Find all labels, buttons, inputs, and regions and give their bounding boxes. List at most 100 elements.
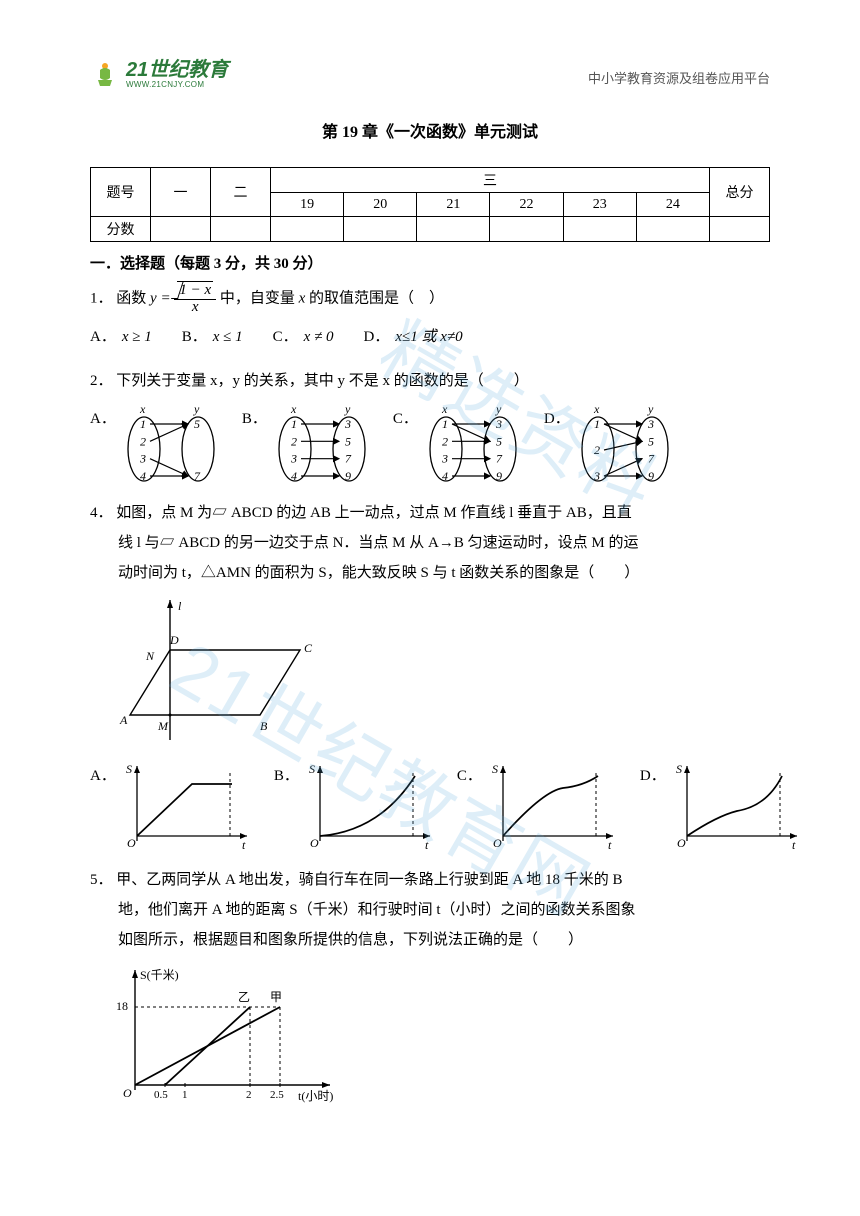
cell: 二 — [211, 168, 271, 217]
svg-text:y: y — [495, 404, 502, 416]
cell: 总分 — [710, 168, 770, 217]
question-1: 1． 函数 y = 1 − x x 中，自变量 x 的取值范围是（ ） A．x … — [90, 283, 770, 352]
cell — [344, 217, 417, 242]
graph-c-icon: StO — [488, 761, 618, 851]
svg-text:4: 4 — [291, 469, 297, 483]
q1-opt-c[interactable]: C．x ≠ 0 — [273, 322, 334, 352]
header-platform-text: 中小学教育资源及组卷应用平台 — [588, 68, 770, 87]
svg-text:1: 1 — [442, 417, 448, 431]
q2-text: 下列关于变量 x，y 的关系，其中 y 不是 x 的函数的是（ ） — [116, 373, 529, 389]
q4-line3: 动时间为 t，△AMN 的面积为 S，能大致反映 S 与 t 函数关系的图象是（… — [118, 565, 639, 581]
svg-text:S: S — [309, 762, 315, 776]
svg-text:乙: 乙 — [238, 990, 250, 1004]
svg-text:S: S — [492, 762, 498, 776]
question-5: 5． 甲、乙两同学从 A 地出发，骑自行车在同一条路上行驶到距 A 地 18 千… — [90, 865, 770, 1116]
svg-text:x: x — [441, 404, 448, 416]
svg-text:t: t — [242, 838, 246, 851]
cell: 24 — [636, 193, 709, 217]
svg-text:7: 7 — [648, 451, 655, 465]
q1-fraction: 1 − x x — [174, 283, 216, 316]
svg-text:t(小时): t(小时) — [298, 1089, 333, 1103]
svg-text:y: y — [647, 404, 654, 416]
svg-text:0.5: 0.5 — [154, 1089, 168, 1101]
q2-opt-d[interactable]: D． xy1233579 — [544, 404, 676, 484]
q1-den: x — [174, 300, 216, 316]
q4-opt-d[interactable]: D． StO — [640, 761, 802, 851]
svg-text:B: B — [260, 719, 268, 733]
exam-title: 第 19 章《一次函数》单元测试 — [90, 118, 770, 142]
cell — [563, 217, 636, 242]
svg-text:2: 2 — [594, 443, 600, 457]
mapping-diagram-a: xy123457 — [122, 404, 222, 484]
q1-sqrt: 1 − x — [177, 281, 213, 298]
q2-options: A． xy123457 B． xy12343579 C． xy12343579 … — [90, 404, 770, 484]
svg-text:S: S — [676, 762, 682, 776]
cell — [271, 217, 344, 242]
mapping-diagram-d: xy1233579 — [576, 404, 676, 484]
svg-text:2.5: 2.5 — [270, 1089, 284, 1101]
q5-line1: 甲、乙两同学从 A 地出发，骑自行车在同一条路上行驶到距 A 地 18 千米的 … — [116, 872, 622, 888]
parallelogram-icon: l A B C D M N — [110, 600, 330, 740]
q5-graph: S(千米) t(小时) 18 乙 甲 O 0.5 1 2 2.5 — [110, 965, 770, 1116]
svg-text:2: 2 — [291, 434, 297, 448]
score-table: 题号 一 二 三 总分 19 20 21 22 23 24 分数 — [90, 167, 770, 242]
svg-text:5: 5 — [496, 434, 502, 448]
svg-text:y: y — [344, 404, 351, 416]
q2-opt-b[interactable]: B． xy12343579 — [242, 404, 373, 484]
cell: 23 — [563, 193, 636, 217]
logo-icon — [90, 60, 120, 90]
table-row: 题号 一 二 三 总分 — [91, 168, 770, 193]
svg-text:9: 9 — [496, 469, 502, 483]
svg-text:O: O — [310, 836, 319, 850]
svg-text:O: O — [677, 836, 686, 850]
logo-url: WWW.21CNJY.COM — [126, 81, 228, 89]
svg-text:M: M — [157, 719, 169, 733]
svg-text:x: x — [593, 404, 600, 416]
section-heading-1: 一．选择题（每题 3 分，共 30 分） — [90, 252, 770, 273]
svg-text:C: C — [304, 641, 313, 655]
graph-b-icon: StO — [305, 761, 435, 851]
cell-label: 题号 — [91, 168, 151, 217]
svg-text:x: x — [139, 404, 146, 416]
svg-text:3: 3 — [139, 451, 146, 465]
svg-text:4: 4 — [442, 469, 448, 483]
q1-opt-b[interactable]: B．x ≤ 1 — [182, 322, 243, 352]
q4-opt-a[interactable]: A． StO — [90, 761, 252, 851]
svg-text:A: A — [119, 713, 128, 727]
q1-number: 1． — [90, 291, 113, 307]
svg-text:7: 7 — [496, 451, 503, 465]
q1-opt-d[interactable]: D．x≤1 或 x≠0 — [364, 322, 463, 352]
q2-opt-a[interactable]: A． xy123457 — [90, 404, 222, 484]
svg-text:2: 2 — [442, 434, 448, 448]
cell — [490, 217, 563, 242]
question-4: 4． 如图，点 M 为▱ ABCD 的边 AB 上一动点，过点 M 作直线 l … — [90, 498, 770, 851]
svg-text:t: t — [792, 838, 796, 851]
logo-title: 21世纪教育 — [126, 60, 228, 81]
logo: 21世纪教育 WWW.21CNJY.COM — [90, 60, 228, 90]
cell — [710, 217, 770, 242]
svg-text:甲: 甲 — [270, 990, 282, 1004]
svg-text:D: D — [169, 633, 179, 647]
cell — [151, 217, 211, 242]
q5-line3: 如图所示，根据题目和图象所提供的信息，下列说法正确的是（ ） — [118, 932, 583, 948]
q1-opt-a[interactable]: A．x ≥ 1 — [90, 322, 152, 352]
q4-line1: 如图，点 M 为▱ ABCD 的边 AB 上一动点，过点 M 作直线 l 垂直于… — [116, 505, 631, 521]
mapping-diagram-c: xy12343579 — [424, 404, 524, 484]
graph-a-icon: StO — [122, 761, 252, 851]
q4-opt-c[interactable]: C． StO — [457, 761, 618, 851]
q2-number: 2． — [90, 373, 113, 389]
svg-text:1: 1 — [594, 417, 600, 431]
q5-number: 5． — [90, 872, 113, 888]
q5-line2: 地，他们离开 A 地的距离 S（千米）和行驶时间 t（小时）之间的函数关系图象 — [118, 902, 636, 918]
cell — [211, 217, 271, 242]
cell: 21 — [417, 193, 490, 217]
q4-opt-b[interactable]: B． StO — [274, 761, 435, 851]
q2-opt-c[interactable]: C． xy12343579 — [393, 404, 524, 484]
svg-text:3: 3 — [647, 417, 654, 431]
svg-text:1: 1 — [182, 1089, 188, 1101]
cell: 22 — [490, 193, 563, 217]
svg-text:9: 9 — [345, 469, 351, 483]
q1-var-y: y — [150, 291, 157, 307]
svg-text:S: S — [126, 762, 132, 776]
cell-label: 分数 — [91, 217, 151, 242]
